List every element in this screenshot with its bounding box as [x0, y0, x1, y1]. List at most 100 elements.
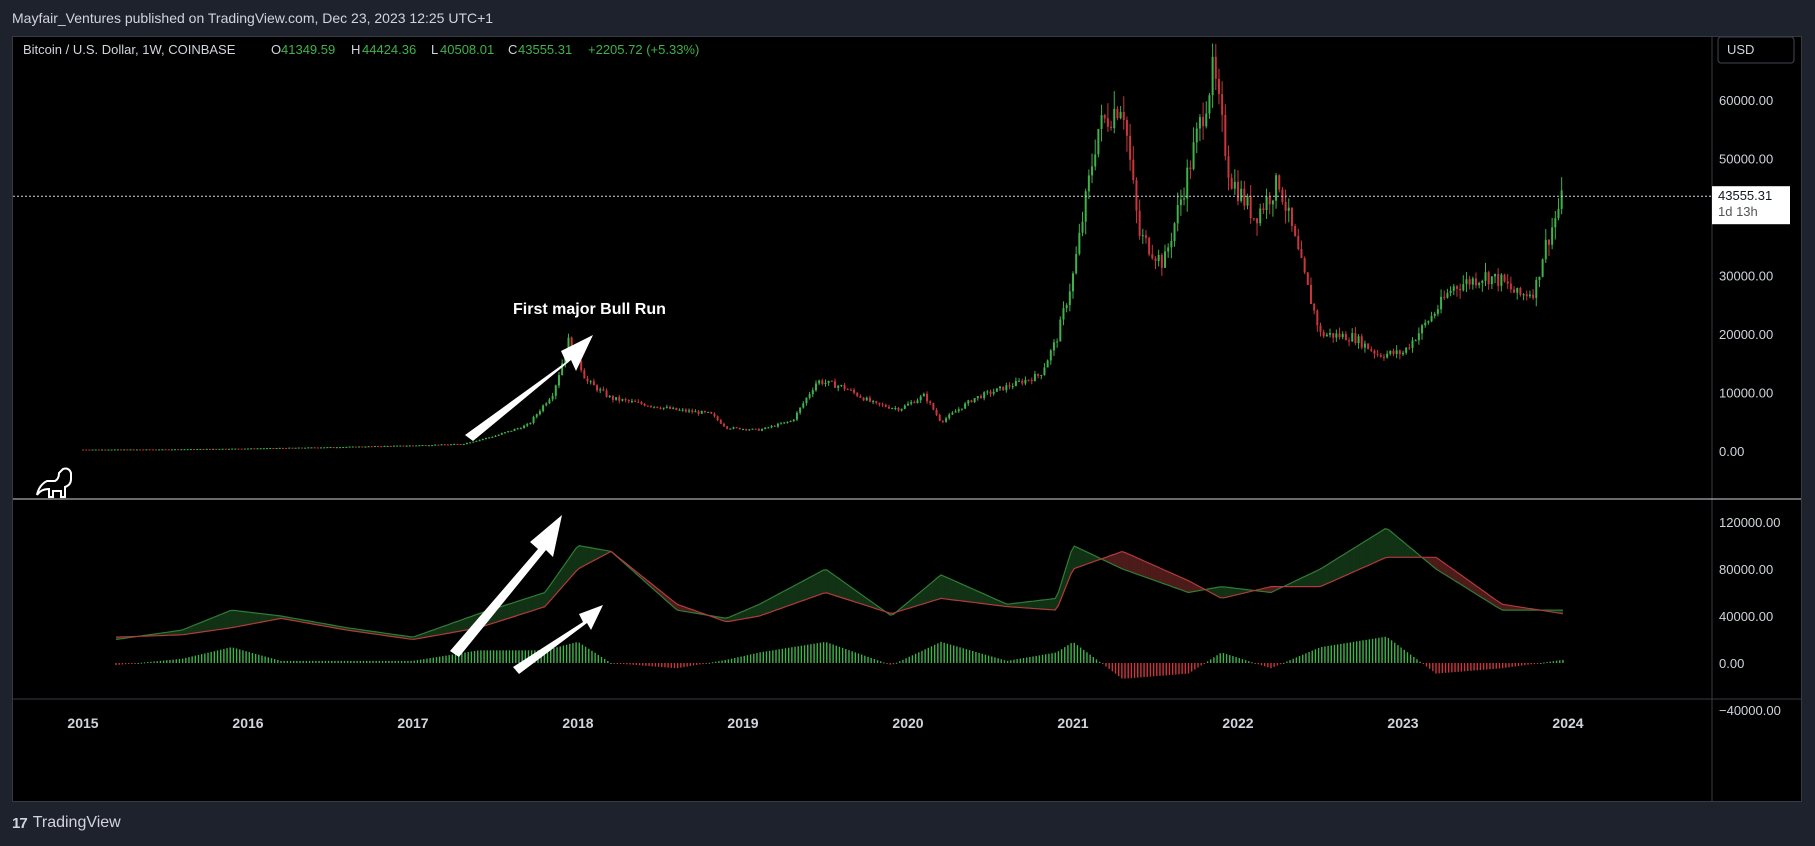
indicator-band	[271, 614, 275, 621]
histogram-bar	[1165, 663, 1167, 676]
candle-body	[1509, 283, 1512, 290]
candle-body	[342, 446, 345, 448]
indicator-band	[579, 545, 583, 569]
indicator-band	[944, 576, 948, 600]
histogram-bar	[1501, 663, 1504, 669]
candle-body	[1170, 240, 1173, 248]
candle-body	[1221, 94, 1224, 115]
candle-body	[837, 385, 840, 388]
candle-body	[1325, 334, 1328, 337]
indicator-band	[750, 606, 754, 618]
time-axis[interactable]: 2015 2016 2017 2018 2019 2020 2021 2022 2023 2024	[67, 715, 1583, 731]
candle-body	[1065, 305, 1068, 309]
indicator-band	[1439, 559, 1443, 573]
histogram-bar	[1079, 647, 1082, 663]
candle-body	[212, 448, 215, 450]
candle-body	[580, 361, 583, 371]
indicator-axis[interactable]: 120000.00 80000.00 40000.00 0.00 −40000.00	[1719, 515, 1781, 718]
candle-body	[1436, 309, 1439, 314]
candle-body	[253, 448, 256, 450]
candle-body	[1100, 115, 1103, 130]
indicator-band	[1191, 582, 1195, 592]
indicator-band	[1039, 600, 1043, 610]
indicator-band	[760, 602, 764, 616]
histogram-bar	[502, 650, 504, 663]
histogram-bar	[816, 643, 818, 663]
histogram-bar	[1292, 658, 1294, 663]
histogram-bar	[791, 647, 793, 663]
chart-svg[interactable]: Bitcoin / U.S. Dollar, 1W, COINBASE O 41…	[13, 36, 1801, 801]
candle-body	[101, 449, 104, 451]
indicator-band	[1401, 540, 1405, 558]
candle-body	[1424, 322, 1427, 326]
histogram-bar	[518, 650, 520, 663]
candle-body	[113, 449, 116, 451]
candle-body	[1421, 325, 1424, 334]
candle-body	[510, 430, 513, 432]
histogram-bar	[1289, 660, 1291, 663]
histogram-bar	[1505, 663, 1507, 668]
histogram-bar	[921, 650, 923, 663]
candle-body	[1176, 205, 1179, 224]
candle-body	[913, 402, 916, 404]
indicator-band	[458, 619, 462, 632]
histogram-bar	[1130, 663, 1133, 679]
histogram-bar	[1089, 654, 1091, 663]
histogram-bar	[550, 648, 552, 663]
candle-body	[259, 448, 262, 450]
histogram-bar	[822, 642, 825, 663]
histogram-bar	[457, 653, 460, 663]
candle-body	[1382, 356, 1385, 358]
histogram-bar	[626, 663, 628, 665]
histogram-bar	[467, 652, 469, 663]
indicator-band	[1340, 554, 1344, 578]
histogram-bar	[1156, 663, 1158, 677]
histogram-bar	[451, 654, 454, 663]
indicator-line-fast	[115, 528, 1563, 641]
candle-body	[123, 449, 126, 451]
indicator-band	[1343, 552, 1348, 577]
indicator-band	[763, 600, 767, 615]
histogram-bar	[1203, 663, 1206, 664]
histogram-bar	[591, 650, 593, 663]
candle-body	[1268, 196, 1271, 205]
histogram-bar	[1038, 655, 1041, 663]
histogram-bar	[629, 663, 631, 665]
histogram-bar	[1108, 663, 1110, 669]
indicator-band	[1137, 558, 1141, 576]
histogram-bar	[156, 661, 158, 663]
currency-button-box[interactable]	[1717, 36, 1795, 64]
candle-body	[1376, 353, 1379, 355]
indicator-band	[1296, 578, 1300, 587]
indicator-band	[538, 593, 542, 609]
candle-body	[1332, 333, 1335, 338]
histogram-bar	[1098, 661, 1101, 663]
candle-body	[97, 449, 100, 451]
candle-body	[335, 447, 338, 449]
indicator-band	[1150, 563, 1154, 581]
indicator-band	[1436, 557, 1440, 571]
histogram-bar	[661, 663, 663, 668]
indicator-band	[1023, 601, 1027, 609]
candle-body	[1411, 340, 1414, 348]
candle-body	[358, 446, 361, 448]
candle-body	[1560, 190, 1563, 209]
candle-body	[389, 445, 392, 447]
candle-body	[630, 400, 633, 402]
candle-body	[494, 435, 497, 437]
chart-frame[interactable]: Bitcoin / U.S. Dollar, 1W, COINBASE O 41…	[12, 36, 1802, 802]
histogram-bar	[216, 650, 219, 663]
histogram-bar	[1238, 658, 1240, 663]
indicator-band	[820, 570, 824, 595]
candle-body	[462, 443, 465, 445]
histogram-bar	[400, 660, 403, 663]
price-axis[interactable]: 60000.0050000.0040000.0030000.0020000.00…	[1719, 93, 1773, 459]
candle-body	[1455, 286, 1458, 289]
indicator-band	[918, 590, 922, 606]
indicator-band	[233, 610, 237, 628]
currency-button[interactable]: USD	[1727, 42, 1754, 57]
indicator-band	[1042, 599, 1046, 610]
histogram-bar	[1311, 650, 1313, 663]
histogram-bar	[911, 655, 914, 663]
candle-body	[1205, 113, 1208, 127]
